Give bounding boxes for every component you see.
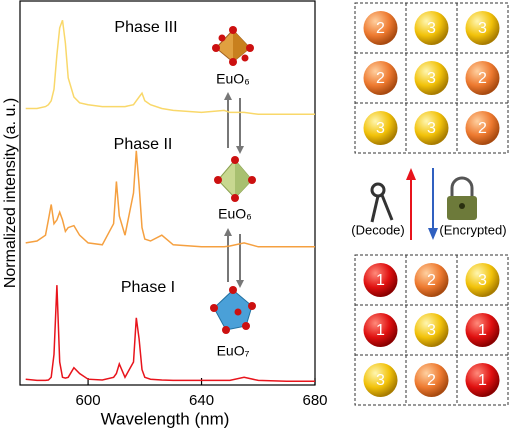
ball-number: 2 <box>427 372 436 389</box>
x-tick-label: 680 <box>302 392 327 409</box>
y-axis-label: Normalized intensity (a. u.) <box>2 98 19 288</box>
key-icon <box>370 182 394 223</box>
ball-number: 1 <box>478 322 487 339</box>
ball <box>363 61 398 95</box>
plot-frame <box>19 0 316 386</box>
ball-number: 3 <box>427 70 436 87</box>
ball-number: 3 <box>478 20 487 37</box>
ball <box>363 263 398 297</box>
ball-number: 2 <box>376 70 385 87</box>
phase-label: Phase I <box>121 279 175 296</box>
ball-number: 1 <box>376 272 385 289</box>
ball <box>414 111 449 145</box>
ball <box>363 313 398 347</box>
ball-number: 2 <box>478 70 487 87</box>
lock-icon <box>447 176 477 220</box>
ball-number: 2 <box>478 120 487 137</box>
ball-number: 3 <box>478 272 487 289</box>
ball <box>363 111 398 145</box>
ball <box>465 313 500 347</box>
ball <box>465 363 500 397</box>
grid-frame <box>354 254 509 406</box>
polyhedron-label: EuO₇ <box>217 343 250 359</box>
ball-number: 3 <box>376 372 385 389</box>
ball <box>414 313 449 347</box>
encrypted-label: (Encrypted) <box>439 222 506 237</box>
x-axis-label: Wavelength (nm) <box>101 409 230 428</box>
ball <box>414 61 449 95</box>
ball <box>363 363 398 397</box>
spectrum-line <box>25 150 315 248</box>
ball-number: 2 <box>427 272 436 289</box>
ball-number: 3 <box>376 120 385 137</box>
ball-number: 1 <box>478 372 487 389</box>
x-tick-label: 640 <box>189 392 214 409</box>
ball <box>465 263 500 297</box>
ball <box>414 11 449 45</box>
x-tick-label: 600 <box>76 392 101 409</box>
phase-label: Phase III <box>114 19 177 36</box>
decode-arrows <box>406 168 438 240</box>
ball-number: 3 <box>427 120 436 137</box>
ball-number: 3 <box>427 20 436 37</box>
ball <box>465 111 500 145</box>
phase-label: Phase II <box>114 136 173 153</box>
ball <box>465 11 500 45</box>
phase-arrows <box>224 92 244 288</box>
spectrum-line <box>25 285 315 382</box>
ball <box>414 263 449 297</box>
ball <box>414 363 449 397</box>
ball <box>465 61 500 95</box>
ball <box>363 11 398 45</box>
grid-frame <box>354 2 509 154</box>
polyhedron-icons <box>210 26 256 334</box>
polyhedron-label: EuO₆ <box>218 206 252 222</box>
ball-number: 1 <box>376 322 385 339</box>
polyhedron-label: EuO₆ <box>216 71 250 87</box>
ball-number: 2 <box>376 20 385 37</box>
ball-number: 3 <box>427 322 436 339</box>
spectrum-line <box>25 19 315 116</box>
decode-label: (Decode) <box>351 222 404 237</box>
